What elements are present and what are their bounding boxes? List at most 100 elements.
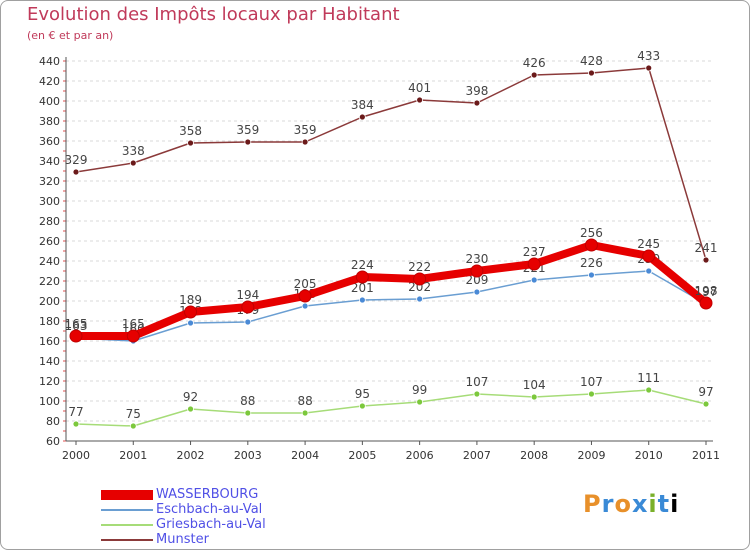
data-label-griesbach-au-val: 75: [126, 407, 141, 421]
x-tick-label: 2011: [692, 449, 720, 462]
data-point-munster: [72, 168, 80, 176]
data-label-munster: 426: [523, 56, 546, 70]
y-tick-label: 60: [46, 435, 60, 448]
data-point-wasserbourg: [699, 296, 713, 310]
data-point-griesbach-au-val: [588, 390, 595, 398]
x-tick-label: 2010: [635, 449, 663, 462]
data-point-wasserbourg: [69, 329, 83, 343]
data-label-wasserbourg: 230: [465, 252, 488, 266]
data-label-wasserbourg: 256: [580, 226, 603, 240]
data-point-munster: [358, 113, 366, 121]
data-label-munster: 401: [408, 81, 431, 95]
data-label-eschbach-au-val: 201: [351, 281, 374, 295]
data-label-wasserbourg: 224: [351, 258, 374, 272]
data-point-eschbach-au-val: [301, 302, 309, 310]
data-point-griesbach-au-val: [72, 420, 80, 428]
data-point-griesbach-au-val: [358, 402, 366, 410]
y-tick-label: 240: [39, 255, 60, 268]
data-point-griesbach-au-val: [129, 422, 137, 430]
data-label-griesbach-au-val: 97: [698, 385, 713, 399]
data-label-munster: 428: [580, 54, 603, 68]
data-label-wasserbourg: 194: [236, 288, 259, 302]
y-tick-label: 340: [39, 155, 60, 168]
data-label-munster: 329: [65, 153, 88, 167]
series-line-munster: [75, 67, 707, 261]
data-point-munster: [473, 99, 481, 107]
x-tick-label: 2008: [520, 449, 548, 462]
data-label-griesbach-au-val: 88: [297, 394, 312, 408]
data-point-wasserbourg: [126, 329, 140, 343]
data-label-griesbach-au-val: 107: [580, 375, 603, 389]
series-line-griesbach-au-val: [75, 389, 707, 427]
legend-label-griesbach: Griesbach-au-Val: [156, 517, 266, 532]
data-label-eschbach-au-val: 226: [580, 256, 603, 270]
data-point-wasserbourg: [355, 270, 369, 284]
data-point-munster: [301, 138, 309, 146]
data-point-eschbach-au-val: [588, 271, 595, 279]
data-point-eschbach-au-val: [473, 288, 481, 296]
data-label-munster: 359: [294, 123, 317, 137]
data-point-munster: [645, 64, 653, 72]
y-tick-label: 280: [39, 215, 60, 228]
data-point-eschbach-au-val: [358, 296, 366, 304]
x-tick-label: 2004: [291, 449, 319, 462]
data-point-griesbach-au-val: [645, 386, 653, 394]
legend-label-eschbach: Eschbach-au-Val: [156, 502, 263, 517]
data-point-munster: [129, 159, 137, 167]
data-point-eschbach-au-val: [244, 318, 252, 326]
data-label-wasserbourg: 165: [122, 317, 145, 331]
data-point-griesbach-au-val: [530, 393, 538, 401]
data-label-munster: 338: [122, 144, 145, 158]
y-tick-label: 440: [39, 55, 60, 68]
data-label-wasserbourg: 245: [637, 237, 660, 251]
data-point-eschbach-au-val: [416, 295, 424, 303]
x-tick-label: 2007: [463, 449, 491, 462]
legend-swatch-griesbach: [101, 523, 153, 526]
data-label-griesbach-au-val: 111: [637, 371, 660, 385]
y-tick-label: 260: [39, 235, 60, 248]
data-label-griesbach-au-val: 104: [523, 378, 546, 392]
y-tick-label: 100: [39, 395, 60, 408]
legend-item-wasserbourg: WASSERBOURG: [101, 487, 266, 502]
y-tick-label: 80: [46, 415, 60, 428]
legend-swatch-munster: [101, 538, 153, 541]
data-label-griesbach-au-val: 77: [68, 405, 83, 419]
y-tick-label: 360: [39, 135, 60, 148]
data-label-eschbach-au-val: 202: [408, 280, 431, 294]
data-point-wasserbourg: [184, 305, 198, 319]
data-label-griesbach-au-val: 88: [240, 394, 255, 408]
data-label-griesbach-au-val: 92: [183, 390, 198, 404]
x-tick-label: 2001: [119, 449, 147, 462]
legend: WASSERBOURG Eschbach-au-Val Griesbach-au…: [101, 487, 266, 547]
data-label-eschbach-au-val: 163: [65, 319, 88, 333]
data-label-munster: 359: [236, 123, 259, 137]
y-tick-label: 420: [39, 75, 60, 88]
data-point-wasserbourg: [470, 264, 484, 278]
x-tick-label: 2006: [406, 449, 434, 462]
data-label-griesbach-au-val: 99: [412, 383, 427, 397]
legend-label-munster: Munster: [156, 532, 209, 547]
data-label-wasserbourg: 165: [65, 317, 88, 331]
data-label-munster: 384: [351, 98, 374, 112]
data-label-griesbach-au-val: 107: [465, 375, 488, 389]
data-label-wasserbourg: 205: [294, 277, 317, 291]
legend-label-wasserbourg: WASSERBOURG: [156, 487, 259, 502]
data-label-munster: 398: [465, 84, 488, 98]
chart-subtitle: (en € et par an): [27, 29, 114, 42]
data-label-eschbach-au-val: 209: [465, 273, 488, 287]
data-label-wasserbourg: 198: [695, 284, 718, 298]
data-point-munster: [244, 138, 252, 146]
data-point-munster: [702, 256, 710, 264]
series-line-wasserbourg: [72, 241, 710, 340]
data-point-griesbach-au-val: [187, 405, 194, 413]
data-point-griesbach-au-val: [244, 409, 252, 417]
data-point-wasserbourg: [642, 249, 656, 263]
data-point-munster: [416, 96, 424, 104]
data-label-munster: 241: [695, 241, 718, 255]
chart-title: Evolution des Impôts locaux par Habitant: [27, 4, 400, 25]
data-point-wasserbourg: [298, 289, 312, 303]
data-point-eschbach-au-val: [645, 267, 653, 275]
data-point-wasserbourg: [413, 272, 427, 286]
